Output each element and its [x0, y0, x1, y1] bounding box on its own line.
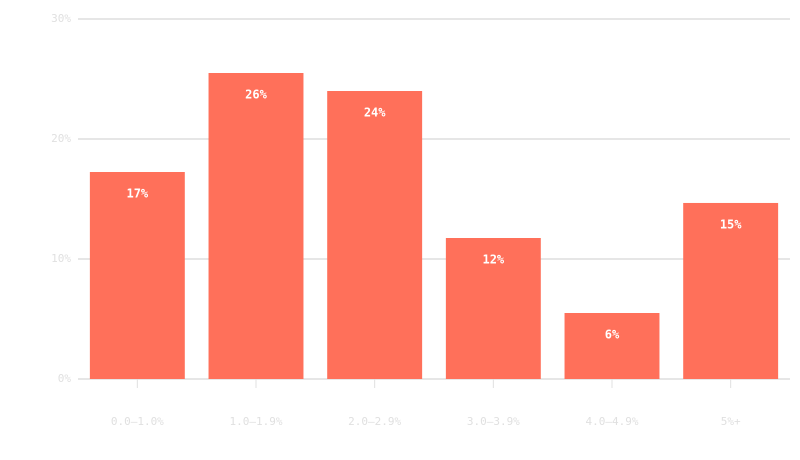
data-label: 17% [126, 187, 148, 201]
x-tick-label: 2.0–2.9% [348, 415, 401, 428]
x-tick-label: 0.0–1.0% [111, 415, 164, 428]
y-tick-label: 0% [58, 372, 72, 385]
data-label: 15% [720, 217, 742, 231]
data-label: 6% [605, 328, 620, 342]
x-tick-label: 4.0–4.9% [586, 415, 639, 428]
bar [683, 202, 779, 379]
data-label: 26% [245, 88, 267, 102]
bar [208, 73, 304, 379]
y-tick-label: 30% [51, 12, 71, 25]
x-tick-label: 5%+ [721, 415, 741, 428]
data-label: 12% [482, 253, 504, 267]
data-label: 24% [364, 106, 386, 120]
x-tick-label: 3.0–3.9% [467, 415, 520, 428]
bar [445, 238, 541, 379]
x-tick-label: 1.0–1.9% [230, 415, 283, 428]
y-tick-label: 10% [51, 252, 71, 265]
bar [89, 172, 185, 379]
bar [327, 91, 423, 379]
y-tick-label: 20% [51, 132, 71, 145]
bar [564, 313, 660, 379]
